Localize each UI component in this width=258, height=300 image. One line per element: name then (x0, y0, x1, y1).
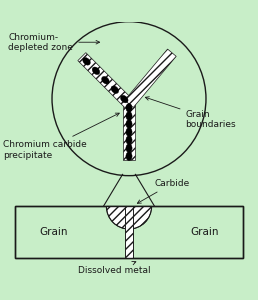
Ellipse shape (126, 128, 132, 136)
Text: Chromium-
depleted zone: Chromium- depleted zone (9, 32, 100, 52)
Ellipse shape (126, 136, 132, 145)
Polygon shape (123, 104, 135, 160)
Ellipse shape (92, 67, 100, 75)
Ellipse shape (126, 112, 132, 120)
Ellipse shape (126, 120, 132, 128)
Ellipse shape (111, 86, 119, 93)
Text: Carbide: Carbide (137, 179, 190, 203)
Polygon shape (125, 49, 176, 107)
Ellipse shape (83, 58, 90, 65)
Ellipse shape (126, 103, 132, 112)
Bar (125, 206, 133, 258)
Ellipse shape (126, 144, 132, 152)
Bar (125, 206, 133, 258)
Text: Grain: Grain (39, 227, 68, 237)
Text: Chromium carbide
precipitate: Chromium carbide precipitate (3, 113, 119, 160)
Wedge shape (106, 206, 152, 229)
Circle shape (52, 22, 206, 176)
Text: Grain
boundaries: Grain boundaries (145, 97, 236, 129)
Polygon shape (78, 52, 133, 108)
Ellipse shape (120, 95, 128, 103)
Text: Grain: Grain (190, 227, 219, 237)
Ellipse shape (126, 152, 132, 161)
Ellipse shape (102, 76, 109, 84)
Bar (15, 206, 243, 258)
Text: Dissolved metal: Dissolved metal (78, 261, 150, 275)
Bar (15, 206, 243, 258)
